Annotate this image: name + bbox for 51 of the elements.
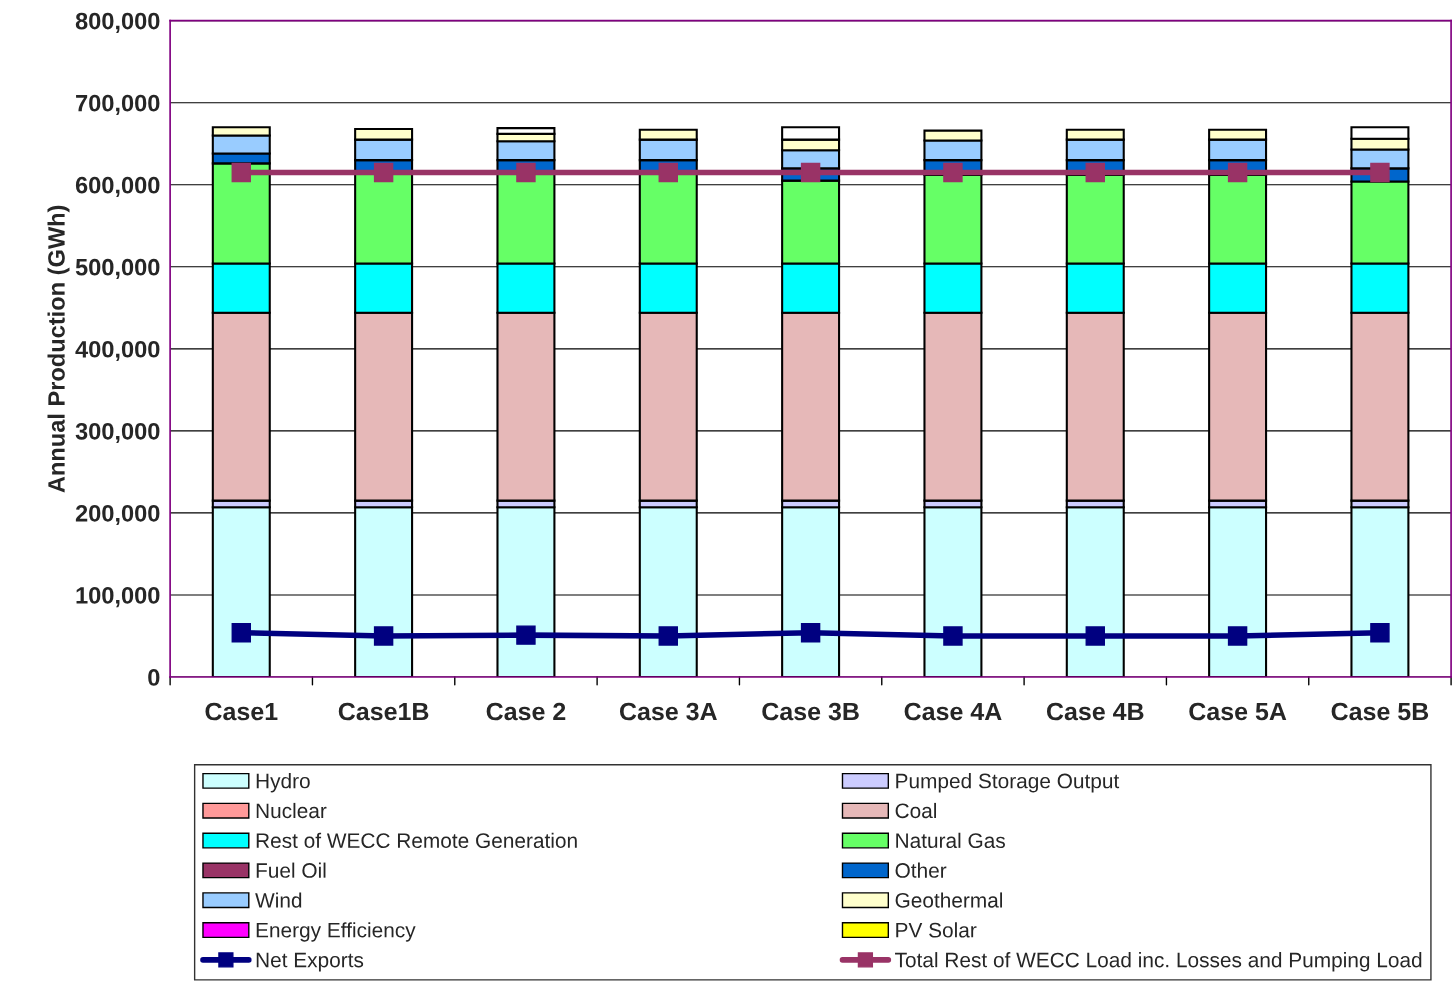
- y-tick-label: 700,000: [76, 94, 160, 115]
- point: [1227, 162, 1248, 183]
- point: [373, 162, 394, 183]
- x-tick-label: Case 2: [486, 702, 566, 721]
- x-tick-label: Case 3B: [762, 702, 859, 721]
- x-tick-label: Case 4A: [904, 702, 1002, 721]
- legend-label: Geothermal: [895, 892, 1003, 908]
- x-tick-label: Case 4B: [1046, 702, 1144, 721]
- x-tick-label: Case1: [205, 702, 278, 721]
- point: [943, 162, 963, 183]
- point: [800, 162, 821, 183]
- legend-label: Total Rest of WECC Load inc. Losses and Pumping Load: [895, 952, 1422, 972]
- x-tick-label: Case 3A: [619, 702, 717, 721]
- legend-label: Other: [895, 862, 947, 878]
- legend-label: Net Exports: [256, 952, 364, 972]
- y-tick-label: 200,000: [75, 504, 160, 526]
- x-tick-label: Case1B: [338, 702, 429, 721]
- legend-label: Rest of WECC Remote Generation: [256, 832, 577, 849]
- y-tick-label: 300,000: [75, 422, 160, 444]
- legend-label: Fuel Oil: [256, 862, 326, 878]
- point: [1085, 626, 1105, 646]
- legend-label: Nuclear: [256, 802, 327, 819]
- y-tick-label: 100,000: [76, 587, 160, 608]
- y-tick-label: 800,000: [75, 12, 160, 33]
- point: [943, 626, 963, 646]
- point: [231, 622, 252, 643]
- legend-label: Wind: [255, 892, 302, 908]
- point: [1370, 162, 1390, 183]
- legend-label: Coal: [895, 802, 937, 819]
- point: [231, 162, 252, 183]
- y-axis-title: Annual Production (GWh): [47, 205, 70, 493]
- point: [800, 622, 821, 643]
- legend-label: PV Solar: [896, 922, 977, 938]
- legend-label: Hydro: [256, 773, 310, 793]
- legend-label: Energy Efficiency: [256, 922, 416, 942]
- point: [516, 162, 536, 183]
- point: [516, 625, 536, 645]
- point: [1227, 626, 1248, 646]
- point: [658, 162, 678, 183]
- legend-label: Natural Gas: [896, 832, 1005, 849]
- legend-label: Pumped Storage Output: [896, 773, 1120, 793]
- y-tick-label: 500,000: [75, 258, 160, 279]
- point: [373, 626, 394, 646]
- y-tick-label: 600,000: [75, 176, 160, 197]
- y-tick-label: 400,000: [75, 340, 160, 362]
- x-tick-label: Case 5A: [1189, 702, 1287, 721]
- x-tick-label: Case 5B: [1331, 702, 1429, 721]
- y-tick-label: 0: [148, 669, 160, 686]
- point: [1085, 162, 1105, 183]
- point: [658, 626, 678, 646]
- point: [1370, 622, 1390, 643]
